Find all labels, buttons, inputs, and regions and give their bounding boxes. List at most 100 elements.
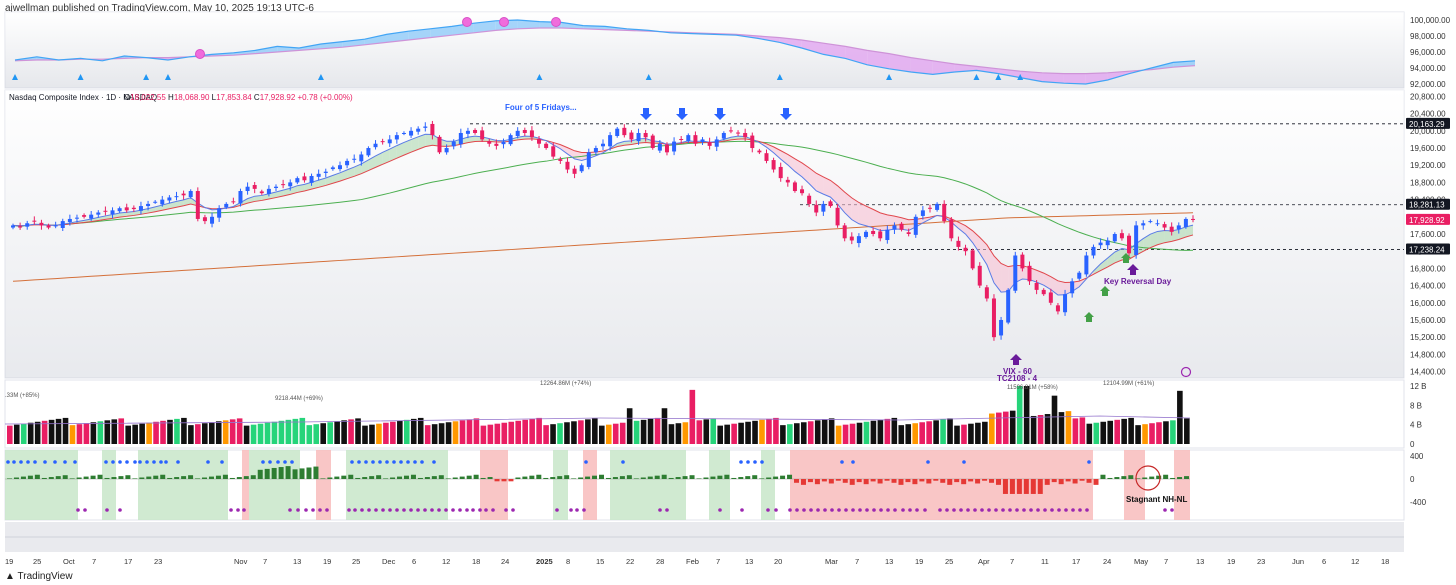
nhnl-bar [640, 477, 646, 479]
nhnl-bar [585, 476, 591, 479]
price-y-tick: 17,600.00 [1410, 230, 1446, 239]
nhnl-y-tick: -400 [1410, 498, 1427, 507]
nhnl-bar [626, 475, 632, 479]
volume-bar [125, 425, 131, 444]
nhnl-bar [34, 474, 40, 479]
volume-bar [863, 421, 870, 444]
nhnl-purple-dot [901, 508, 905, 512]
volume-bar [905, 424, 912, 444]
nhnl-purple-dot [582, 508, 586, 512]
volume-label: .33M (+85%) [5, 393, 40, 399]
volume-bar [954, 425, 960, 444]
volume-bar [97, 421, 104, 444]
nhnl-bar [982, 479, 988, 481]
price-label-text: 20,163.29 [1409, 120, 1445, 129]
volume-bar [856, 422, 863, 444]
nhnl-bar [1184, 476, 1190, 479]
ema-fast-line [12, 133, 1194, 296]
candle-body [942, 203, 947, 222]
candle-body [458, 132, 463, 145]
indicator-fill [823, 43, 846, 59]
ema-ribbon-fill [823, 176, 831, 198]
nhnl-purple-dot [1036, 508, 1040, 512]
volume-bar [13, 424, 20, 444]
x-axis-tick: 13 [1196, 557, 1204, 566]
nhnl-purple-dot [945, 508, 949, 512]
nhnl-purple-dot [105, 508, 109, 512]
nhnl-bar [954, 479, 960, 483]
nhnl-blue-dot [63, 460, 67, 464]
nhnl-bar [390, 477, 396, 479]
ema-ribbon-fill [1171, 229, 1179, 242]
nhnl-bar [383, 478, 389, 479]
candle-body [572, 168, 577, 174]
x-axis-tick: 7 [716, 557, 720, 566]
nhnl-bar [1009, 479, 1015, 494]
indicator-pink-marker [195, 49, 205, 59]
volume-bar [1058, 412, 1065, 444]
tradingview-brand: ▲ TradingView [5, 571, 73, 582]
volume-bar [557, 423, 563, 444]
nhnl-purple-dot [491, 508, 495, 512]
candle-body [160, 199, 165, 205]
indicator-fill [473, 20, 496, 33]
candle-body [508, 135, 513, 145]
ema-ribbon-fill [780, 150, 788, 165]
volume-bar [327, 422, 333, 444]
nhnl-bar [912, 479, 918, 485]
volume-bar [1009, 410, 1016, 444]
nhnl-purple-dot [952, 508, 956, 512]
candle-body [771, 160, 776, 170]
nhnl-bar [550, 477, 556, 479]
nhnl-bar [884, 479, 890, 481]
volume-bar [814, 420, 821, 444]
candle-body [195, 191, 200, 219]
nhnl-bar [125, 475, 131, 479]
indicator-fill [845, 46, 868, 65]
indicator-y-tick: 98,000.00 [1410, 32, 1446, 41]
nhnl-bar [1086, 479, 1092, 483]
candle-body [707, 142, 712, 146]
x-axis-tick: 25 [33, 557, 41, 566]
nhnl-bar [494, 479, 500, 482]
price-label-text: 17,928.92 [1409, 216, 1445, 225]
nhnl-purple-dot [360, 508, 364, 512]
nhnl-bar [1058, 479, 1064, 485]
annotation-tc2108: TC2108 - 4 [997, 374, 1038, 383]
nhnl-bar [215, 475, 221, 479]
x-axis-tick: Jun [1292, 557, 1304, 566]
volume-label: 12264.86M (+74%) [540, 381, 591, 387]
nhnl-blue-dot [420, 460, 424, 464]
nhnl-bar [759, 478, 765, 479]
candle-body [1055, 305, 1060, 312]
volume-bar [362, 425, 368, 444]
candle-body [800, 189, 805, 194]
nhnl-blue-dot [385, 460, 389, 464]
nhnl-bar [814, 479, 820, 485]
volume-bar [271, 421, 278, 444]
volume-bar [787, 424, 793, 444]
volume-bar [612, 423, 619, 444]
nhnl-bar [745, 476, 751, 479]
volume-bar [877, 419, 884, 444]
volume-bar [501, 422, 508, 444]
candle-body [792, 182, 797, 192]
nhnl-blue-dot [406, 460, 410, 464]
candle-body [174, 196, 179, 198]
volume-bar [41, 420, 48, 444]
green-up-arrow [1084, 312, 1094, 322]
x-axis-tick: 24 [501, 557, 509, 566]
nhnl-bar [1156, 475, 1162, 479]
volume-bar [90, 422, 97, 444]
candle-body [814, 204, 819, 213]
nhnl-bar [1100, 474, 1106, 479]
candle-body [1034, 283, 1039, 290]
indicator-fill [910, 57, 933, 75]
nhnl-bar [1030, 479, 1036, 494]
volume-bar [1030, 415, 1037, 444]
nhnl-bar [1023, 479, 1029, 494]
nhnl-bar [787, 474, 793, 479]
candle-body [899, 223, 904, 230]
nhnl-blue-dot [43, 460, 47, 464]
nhnl-bar [222, 474, 228, 479]
